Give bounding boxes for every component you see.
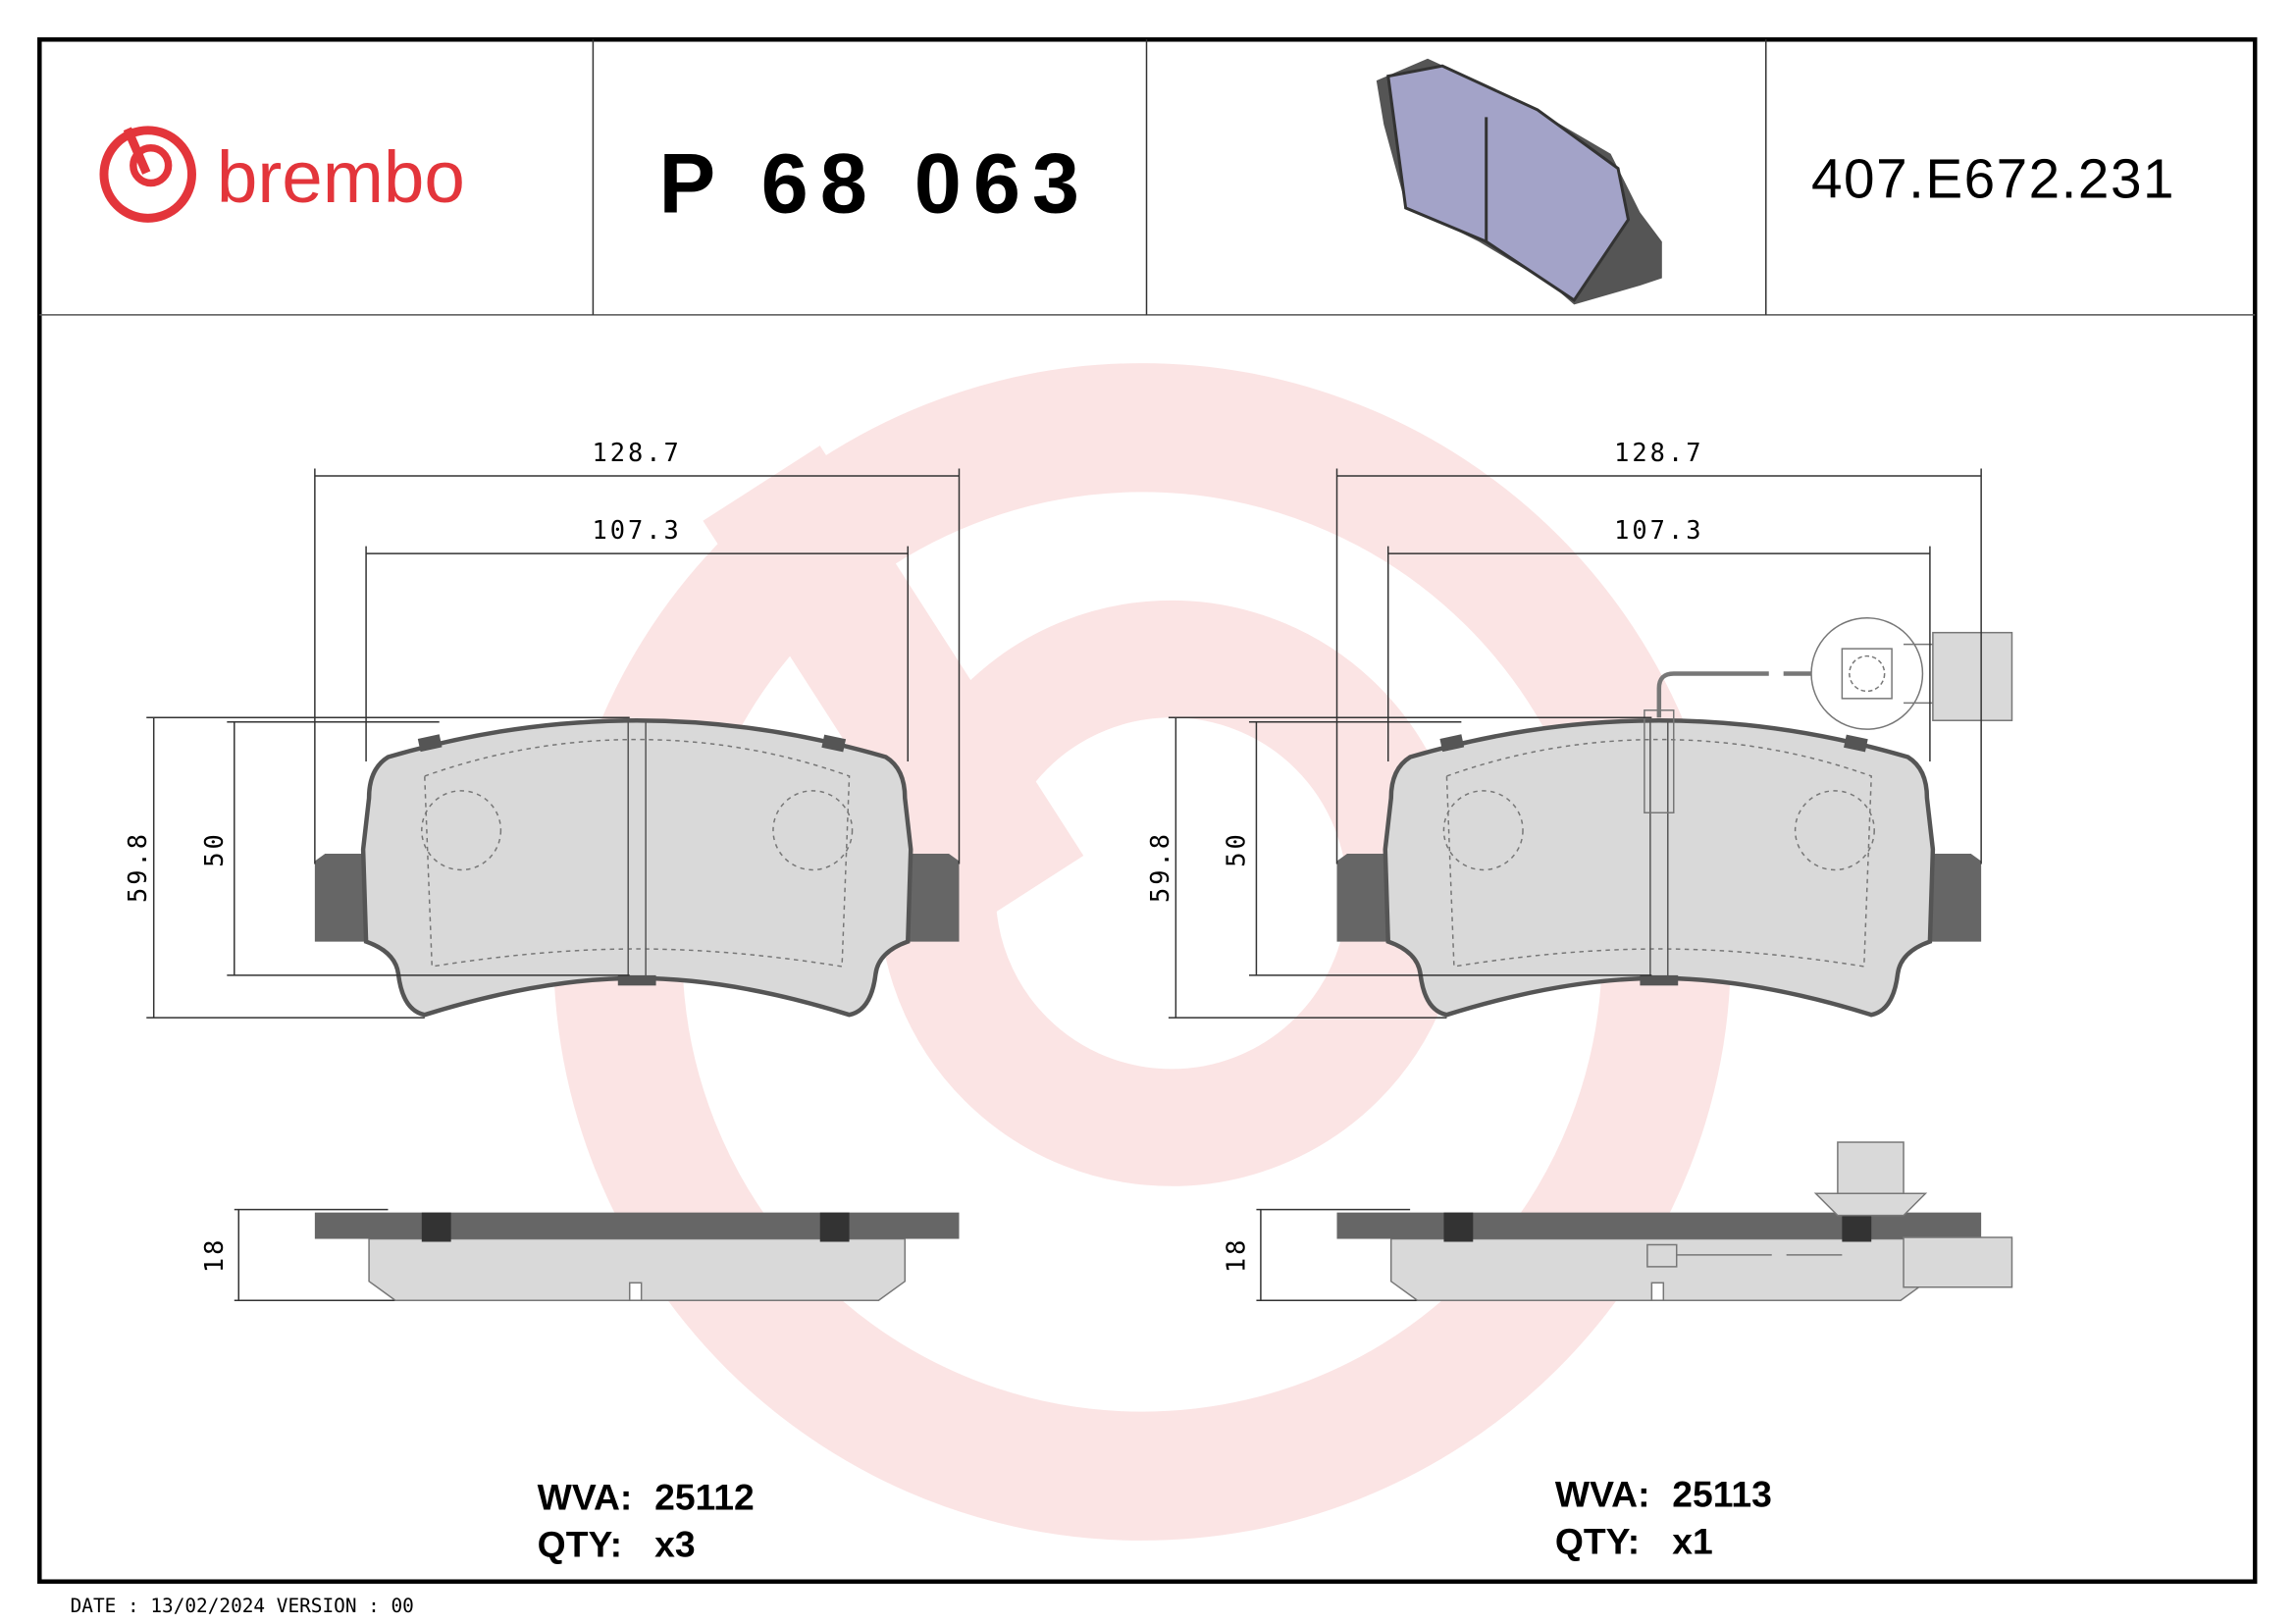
dim-pad-width: 107.3 — [1614, 515, 1703, 545]
reference-number: 407.E672.231 — [1811, 148, 2175, 210]
brembo-logo: brembo — [99, 126, 465, 223]
part-number: P 68 063 — [659, 136, 1091, 231]
dim-overall-height: 59.8 — [1145, 831, 1174, 903]
dim-thickness: 18 — [199, 1237, 229, 1274]
footer-date-version: DATE : 13/02/2024 VERSION : 00 — [71, 1595, 414, 1617]
pad-front-view-1 — [314, 717, 960, 1018]
dimensions-1: 128.7 107.3 59.8 50 18 — [123, 438, 961, 1301]
dim-pad-width: 107.3 — [593, 515, 682, 545]
wva-number: 25113 — [1672, 1474, 1772, 1515]
qty-value: x3 — [654, 1523, 696, 1564]
dim-thickness: 18 — [1221, 1237, 1250, 1274]
wva-number: 25112 — [654, 1477, 755, 1518]
pad-side-view-2 — [1336, 1141, 2013, 1301]
dim-pad-height: 50 — [1221, 831, 1250, 867]
wva-label: WVA: — [1555, 1474, 1650, 1515]
qty-label: QTY: — [538, 1523, 622, 1564]
dim-overall-width: 128.7 — [593, 438, 682, 467]
dimensions-2: 128.7 107.3 59.8 50 18 — [1145, 438, 1982, 1301]
spec-block-1: WVA: 25112 QTY: x3 — [538, 1477, 755, 1565]
brake-pad-3d-icon — [1376, 58, 1662, 305]
pad-front-view-2 — [1336, 671, 1982, 1018]
spec-block-2: WVA: 25113 QTY: x1 — [1555, 1474, 1772, 1562]
qty-label: QTY: — [1555, 1520, 1640, 1561]
brand-name: brembo — [217, 135, 465, 218]
wva-label: WVA: — [538, 1477, 633, 1518]
qty-value: x1 — [1672, 1520, 1712, 1561]
pad-side-view-1 — [314, 1212, 960, 1301]
dim-overall-height: 59.8 — [123, 831, 152, 903]
dim-overall-width: 128.7 — [1614, 438, 1703, 467]
dim-pad-height: 50 — [199, 831, 229, 867]
wear-sensor-connector — [1810, 617, 2013, 730]
